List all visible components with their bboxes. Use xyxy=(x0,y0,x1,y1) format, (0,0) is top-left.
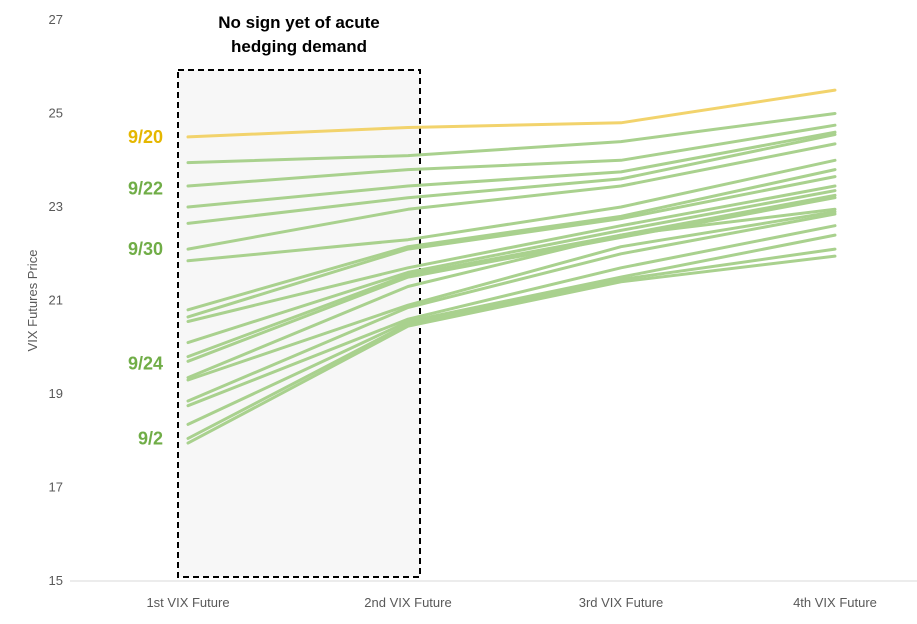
y-tick-label: 19 xyxy=(49,386,63,401)
annotation-text: hedging demand xyxy=(231,37,367,56)
series-line-11 xyxy=(186,193,837,359)
series-line-6 xyxy=(186,158,837,263)
series-line-15 xyxy=(186,212,837,403)
series-line-2 xyxy=(186,123,837,188)
series-line-10 xyxy=(186,189,837,345)
series-line-7 xyxy=(186,168,837,312)
x-tick-label: 4th VIX Future xyxy=(793,595,877,610)
x-tick-label: 3rd VIX Future xyxy=(579,595,664,610)
y-tick-label: 15 xyxy=(49,573,63,588)
series-line-8 xyxy=(186,175,837,319)
series-line-16 xyxy=(186,224,837,408)
series-line-4 xyxy=(186,133,837,225)
hedging-demand-box xyxy=(177,69,421,578)
series-line-1 xyxy=(186,112,837,165)
series-line-5 xyxy=(186,142,837,251)
series-line-14 xyxy=(186,210,837,382)
series-line-9 xyxy=(186,184,837,323)
series-line-12 xyxy=(186,196,837,363)
y-tick-label: 27 xyxy=(49,12,63,27)
annotation-text: No sign yet of acute xyxy=(218,13,380,32)
date-label: 9/20 xyxy=(128,127,163,147)
series-line-19 xyxy=(186,254,837,445)
date-label: 9/24 xyxy=(128,354,163,374)
y-tick-label: 21 xyxy=(49,293,63,308)
y-tick-label: 23 xyxy=(49,199,63,214)
y-tick-label: 25 xyxy=(49,106,63,121)
x-tick-label: 2nd VIX Future xyxy=(364,595,451,610)
x-tick-label: 1st VIX Future xyxy=(146,595,229,610)
series-line-3 xyxy=(186,130,837,209)
y-axis-title: VIX Futures Price xyxy=(25,250,40,352)
date-label: 9/30 xyxy=(128,239,163,259)
y-tick-label: 17 xyxy=(49,480,63,495)
date-label: 9/2 xyxy=(138,428,163,448)
date-label: 9/22 xyxy=(128,178,163,198)
series-line-13 xyxy=(186,207,837,380)
series-line-17 xyxy=(186,233,837,426)
series-line-9-20 xyxy=(186,88,837,139)
series-line-18 xyxy=(186,247,837,440)
